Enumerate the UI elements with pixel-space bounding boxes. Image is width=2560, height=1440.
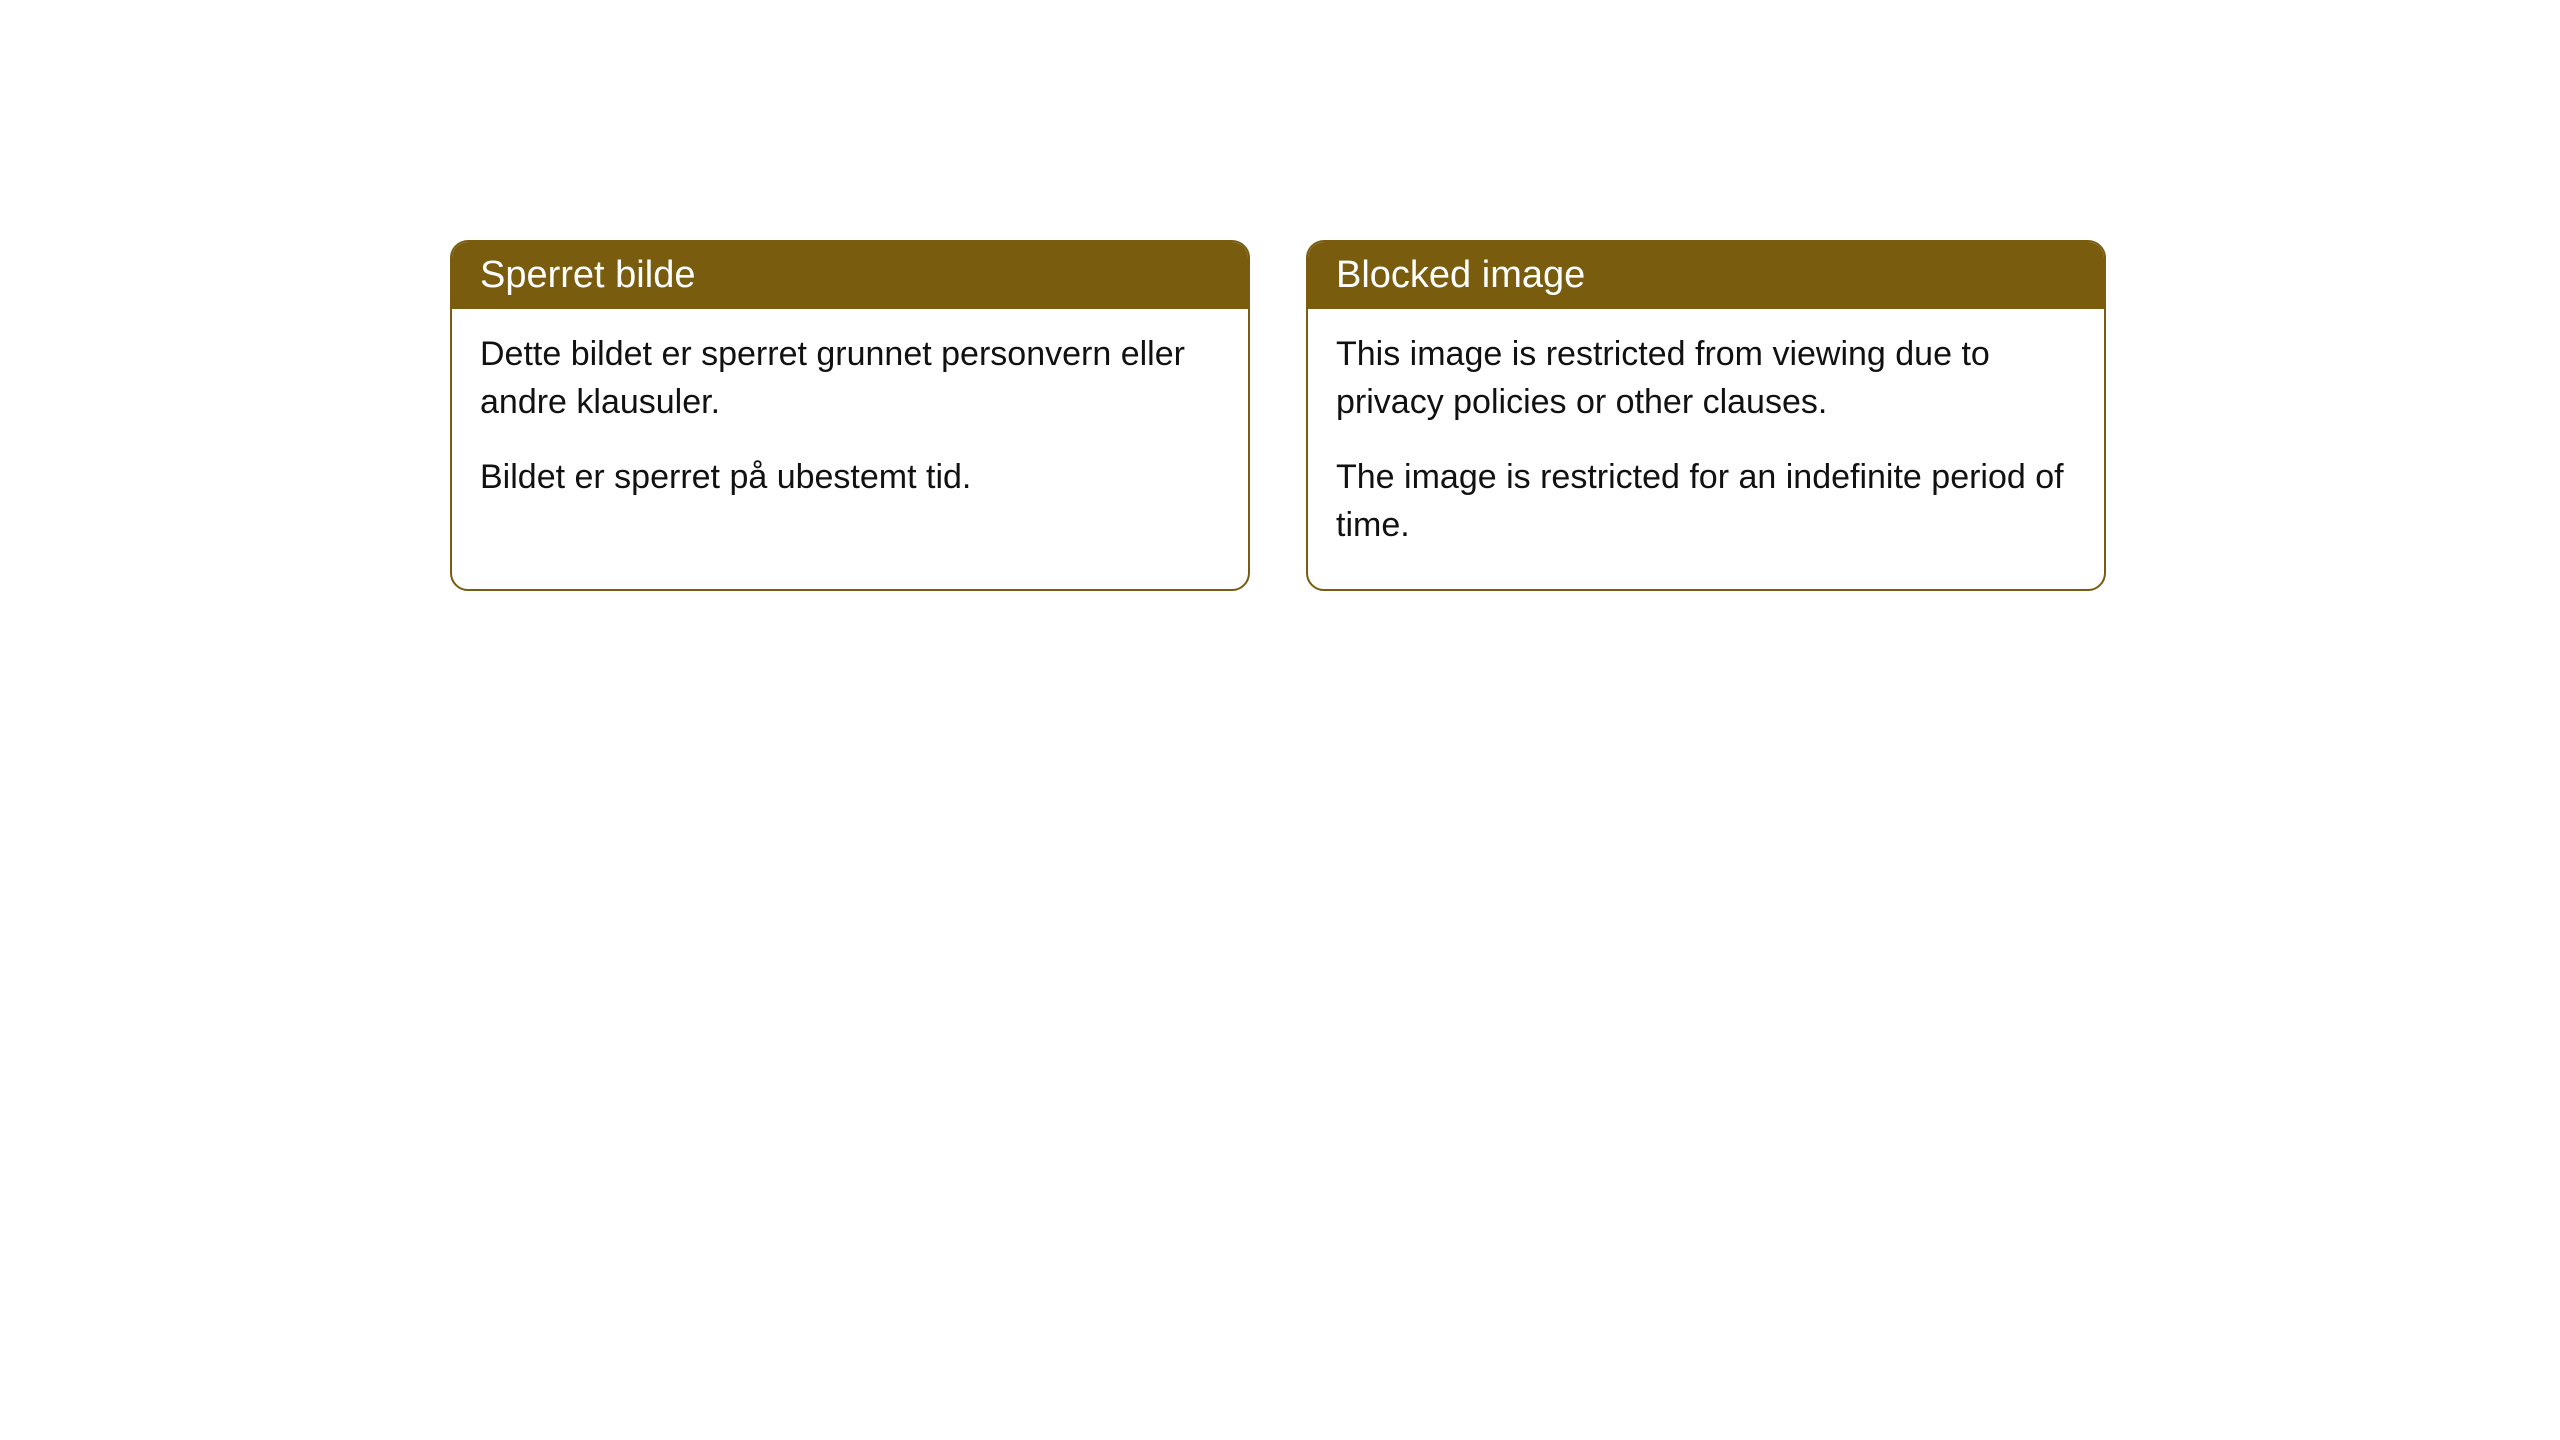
blocked-image-card-no: Sperret bilde Dette bildet er sperret gr… xyxy=(450,240,1250,591)
notice-cards-container: Sperret bilde Dette bildet er sperret gr… xyxy=(0,0,2560,591)
card-body-en: This image is restricted from viewing du… xyxy=(1308,309,2104,589)
card-title-en: Blocked image xyxy=(1336,254,1585,296)
card-paragraph-en-2: The image is restricted for an indefinit… xyxy=(1336,454,2076,549)
card-paragraph-no-1: Dette bildet er sperret grunnet personve… xyxy=(480,331,1220,426)
card-header-en: Blocked image xyxy=(1308,242,2104,309)
blocked-image-card-en: Blocked image This image is restricted f… xyxy=(1306,240,2106,591)
card-title-no: Sperret bilde xyxy=(480,254,695,296)
card-header-no: Sperret bilde xyxy=(452,242,1248,309)
card-body-no: Dette bildet er sperret grunnet personve… xyxy=(452,309,1248,542)
card-paragraph-no-2: Bildet er sperret på ubestemt tid. xyxy=(480,454,1220,502)
card-paragraph-en-1: This image is restricted from viewing du… xyxy=(1336,331,2076,426)
